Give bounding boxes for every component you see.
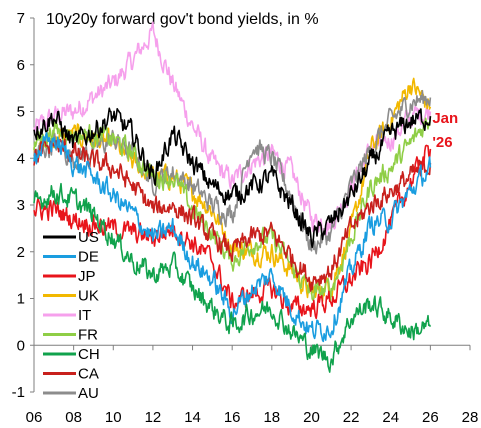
series-line-ch xyxy=(33,182,432,373)
legend-label-ch: CH xyxy=(78,346,100,363)
legend-label-it: IT xyxy=(78,307,91,324)
x-tick-label: 06 xyxy=(26,409,43,426)
y-tick-label: 0 xyxy=(17,337,25,354)
y-tick-label: -1 xyxy=(12,384,25,401)
x-tick-label: 22 xyxy=(343,409,360,426)
x-tick-label: 16 xyxy=(224,409,241,426)
series-line-us xyxy=(33,107,432,249)
x-tick-label: 26 xyxy=(422,409,439,426)
series-line-it xyxy=(33,21,432,237)
y-tick-label: 5 xyxy=(17,104,25,121)
series-line-ca xyxy=(33,138,432,292)
x-tick-label: 18 xyxy=(263,409,280,426)
annotation-line: Jan xyxy=(432,110,458,127)
x-tick-label: 10 xyxy=(105,409,122,426)
legend-label-fr: FR xyxy=(78,327,98,344)
series-line-au xyxy=(33,89,432,255)
legend-label-de: DE xyxy=(78,249,99,266)
y-tick-label: 4 xyxy=(17,150,25,167)
y-tick-label: 2 xyxy=(17,244,25,261)
x-tick-label: 28 xyxy=(462,409,479,426)
series-layer xyxy=(33,21,432,373)
legend-label-jp: JP xyxy=(78,268,96,285)
y-tick-label: 6 xyxy=(17,57,25,74)
y-axis: -1 0 1 2 3 4 5 6 7 xyxy=(12,10,35,401)
legend-label-au: AU xyxy=(78,385,99,402)
annotation-line: '26 xyxy=(432,134,452,151)
y-tick-label: 7 xyxy=(17,10,25,27)
annotation: Jan '26 xyxy=(432,110,458,151)
x-axis: 06 08 10 12 14 16 18 20 22 24 26 28 xyxy=(26,344,479,426)
legend-label-uk: UK xyxy=(78,288,99,305)
legend-label-us: US xyxy=(78,229,99,246)
y-tick-label: 3 xyxy=(17,197,25,214)
x-tick-label: 14 xyxy=(184,409,201,426)
x-tick-label: 24 xyxy=(382,409,399,426)
y-tick-label: 1 xyxy=(17,291,25,308)
series-line-jp xyxy=(33,144,432,320)
x-tick-label: 12 xyxy=(145,409,162,426)
legend-label-ca: CA xyxy=(78,366,99,383)
x-tick-label: 08 xyxy=(65,409,82,426)
chart-title: 10y20y forward gov't bond yields, in % xyxy=(46,11,319,28)
legend: US DE JP UK IT FR CH CA AU xyxy=(43,229,100,402)
x-tick-label: 20 xyxy=(303,409,320,426)
